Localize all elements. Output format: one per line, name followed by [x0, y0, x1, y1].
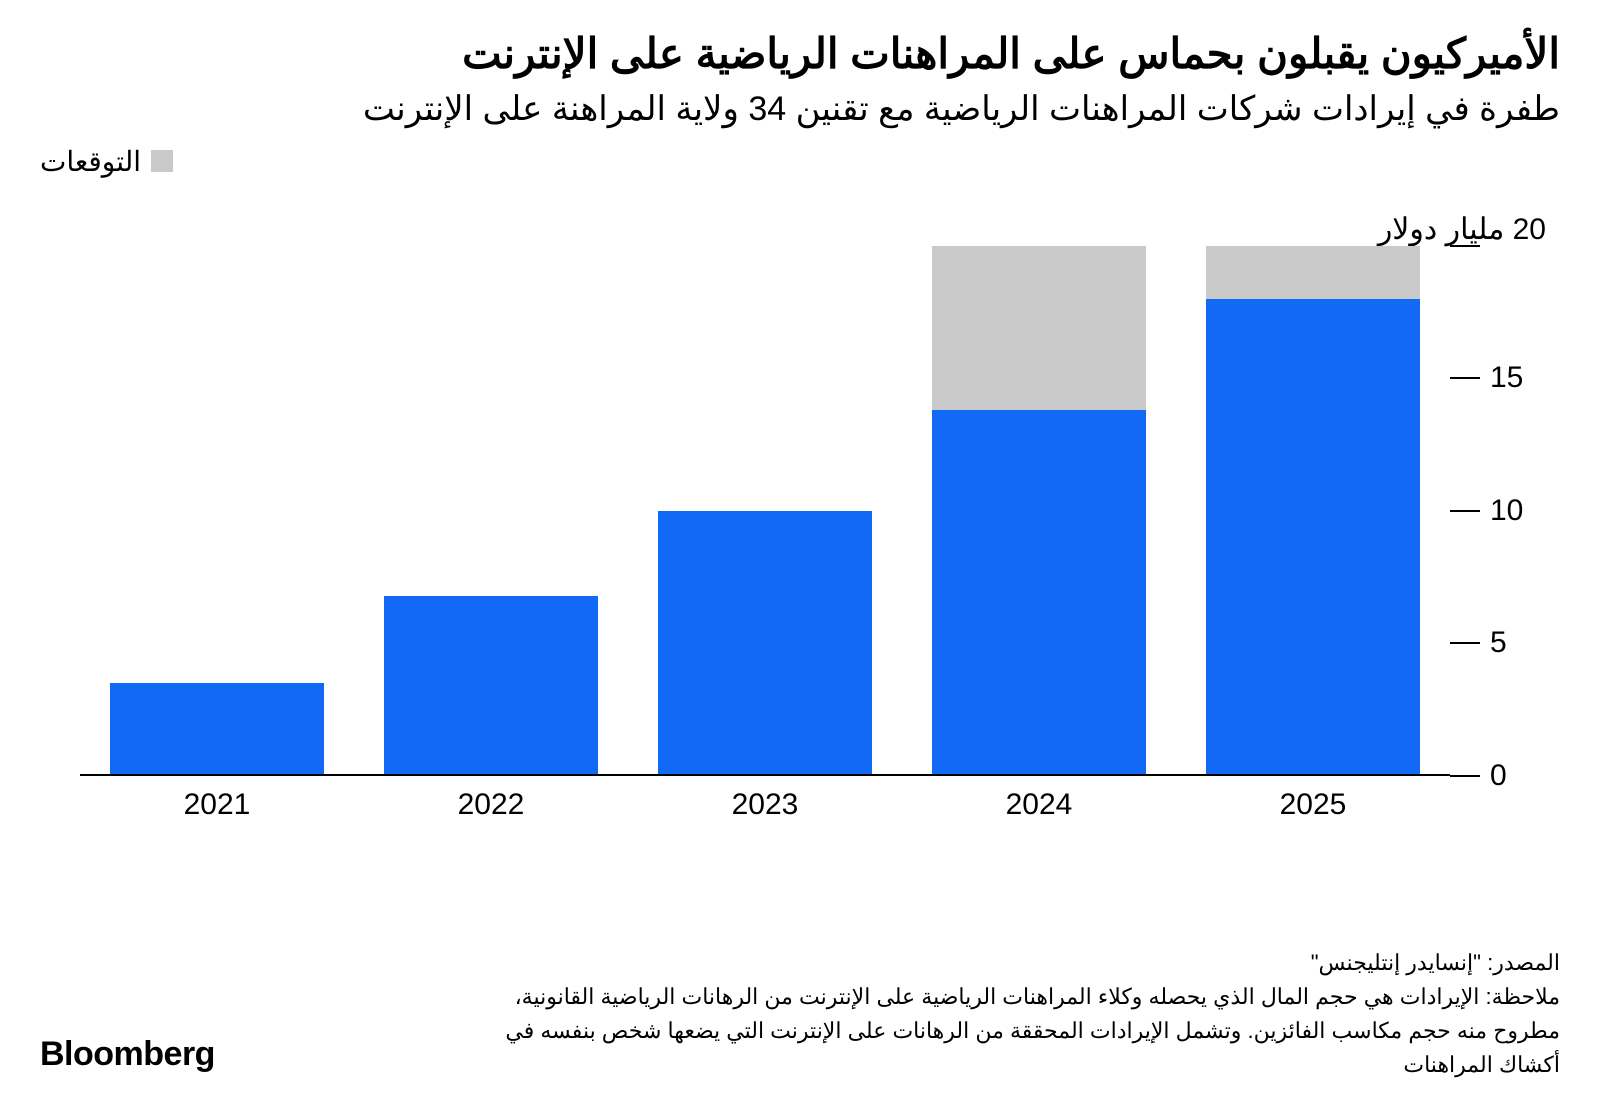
y-tick-label: 5 [1490, 626, 1507, 660]
y-axis-unit: 20 مليار دولار [1378, 212, 1546, 247]
y-axis-tick: 10 [1450, 494, 1560, 528]
x-axis-label: 2024 [1006, 788, 1073, 822]
bar [110, 683, 324, 776]
y-tick-mark [1450, 245, 1480, 247]
y-tick-mark [1450, 642, 1480, 644]
legend-swatch [151, 150, 173, 172]
bar [384, 596, 598, 776]
note-line-1: ملاحظة: الإيرادات هي حجم المال الذي يحصل… [40, 980, 1560, 1014]
x-axis-label: 2022 [458, 788, 525, 822]
x-axis-label: 2025 [1280, 788, 1347, 822]
chart-container: الأميركيون يقبلون بحماس على المراهنات ال… [0, 0, 1600, 1112]
x-axis-label: 2023 [732, 788, 799, 822]
x-axis-label: 2021 [184, 788, 251, 822]
y-axis-tick: 0 [1450, 759, 1560, 793]
y-tick-label: 15 [1490, 361, 1523, 395]
y-axis: 051015 [1450, 246, 1560, 776]
y-axis-tick [1450, 245, 1560, 247]
legend-label: التوقعات [40, 145, 141, 178]
note-line-3: أكشاك المراهنات [40, 1048, 1560, 1082]
brand-logo: Bloomberg [40, 1035, 215, 1074]
bar [1206, 299, 1420, 776]
y-tick-mark [1450, 377, 1480, 379]
footer: المصدر: "إنسايدر إنتليجنس" ملاحظة: الإير… [40, 946, 1560, 1082]
x-axis-labels: 2021 2022 2023 2024 2025 [80, 776, 1450, 826]
bar [658, 511, 872, 776]
source-line: المصدر: "إنسايدر إنتليجنس" [40, 946, 1560, 980]
y-axis-tick: 15 [1450, 361, 1560, 395]
y-axis-tick: 5 [1450, 626, 1560, 660]
chart-subtitle: طفرة في إيرادات شركات المراهنات الرياضية… [40, 87, 1560, 131]
y-tick-label: 0 [1490, 759, 1507, 793]
y-tick-mark [1450, 775, 1480, 777]
y-tick-label: 10 [1490, 494, 1523, 528]
notes: المصدر: "إنسايدر إنتليجنس" ملاحظة: الإير… [40, 946, 1560, 1082]
note-line-2: مطروح منه حجم مكاسب الفائزين. وتشمل الإي… [40, 1014, 1560, 1048]
chart-title: الأميركيون يقبلون بحماس على المراهنات ال… [40, 28, 1560, 81]
y-tick-mark [1450, 510, 1480, 512]
bar [932, 410, 1146, 776]
plot-region [80, 246, 1450, 776]
legend: التوقعات [40, 145, 1560, 178]
chart-area: 20 مليار دولار 051015 202120222023202420… [40, 206, 1560, 826]
